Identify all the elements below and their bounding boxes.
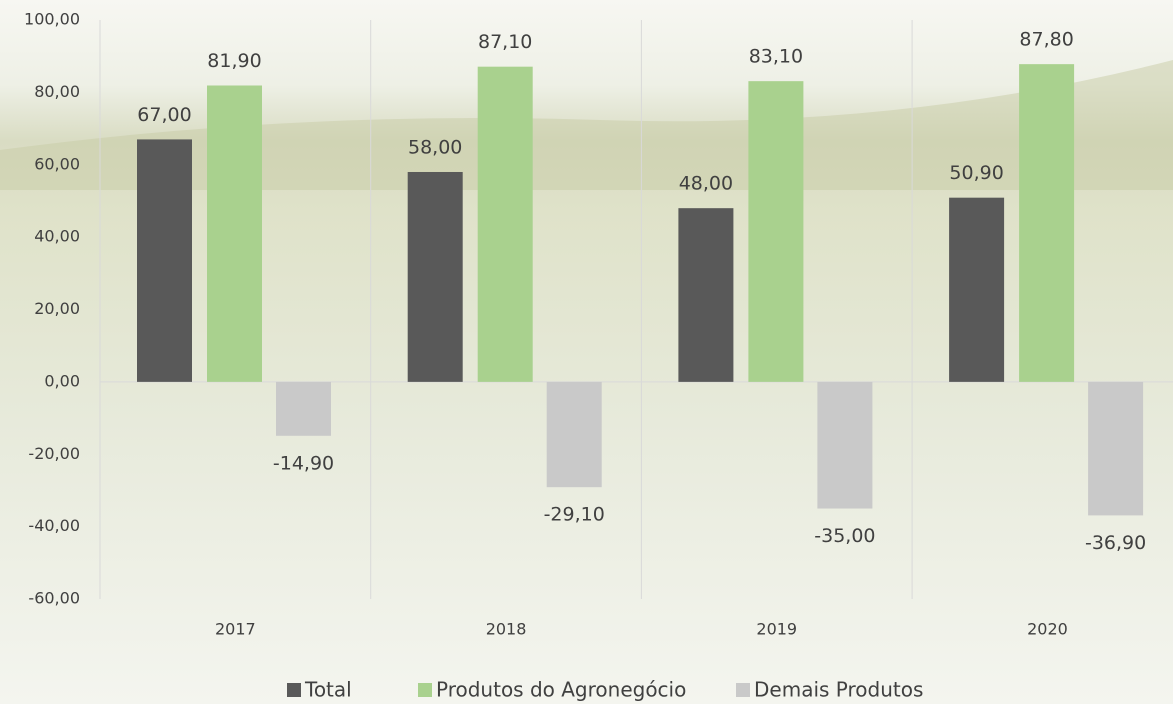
y-tick-label: -20,00: [28, 444, 80, 463]
y-tick-label: -40,00: [28, 516, 80, 535]
x-tick-label: 2019: [756, 620, 797, 639]
y-tick-label: 80,00: [34, 82, 80, 101]
bar: [1088, 382, 1143, 516]
data-label: -14,90: [273, 452, 334, 474]
x-tick-label: 2018: [486, 620, 527, 639]
y-tick-label: 100,00: [24, 10, 80, 29]
data-label: 81,90: [207, 50, 261, 72]
data-label: 50,90: [949, 162, 1003, 184]
chart: -60,00 -40,00 -20,00 0,00 20,00 40,00 60,00 80,…: [0, 0, 1173, 704]
bar: [678, 208, 733, 382]
bar: [408, 172, 463, 382]
bar: [478, 67, 533, 382]
bar: [547, 382, 602, 487]
legend-swatch: [287, 683, 301, 697]
y-tick-label: 60,00: [34, 154, 80, 173]
data-label: 67,00: [137, 104, 191, 126]
y-tick-label: 20,00: [34, 299, 80, 318]
y-tick-label: 0,00: [44, 371, 80, 390]
legend-label: Produtos do Agronegócio: [436, 678, 686, 702]
data-label: 48,00: [679, 173, 733, 195]
data-label: 87,10: [478, 31, 532, 53]
data-label: 83,10: [749, 46, 803, 68]
bar: [207, 85, 262, 381]
data-label: -35,00: [814, 525, 875, 547]
y-tick-label: 40,00: [34, 227, 80, 246]
bar: [817, 382, 872, 509]
data-label: 58,00: [408, 136, 462, 158]
data-label: -36,90: [1085, 532, 1146, 554]
legend-label: Total: [304, 678, 352, 702]
x-tick-label: 2017: [215, 620, 256, 639]
data-label: -29,10: [544, 504, 605, 526]
bar: [748, 81, 803, 382]
y-tick-label: -60,00: [28, 589, 80, 608]
legend-swatch: [418, 683, 432, 697]
data-label: 87,80: [1019, 29, 1073, 51]
legend-label: Demais Produtos: [754, 678, 923, 702]
x-tick-label: 2020: [1027, 620, 1068, 639]
bar: [137, 139, 192, 381]
legend-swatch: [736, 683, 750, 697]
bar: [949, 198, 1004, 382]
bar: [1019, 64, 1074, 382]
bar: [276, 382, 331, 436]
